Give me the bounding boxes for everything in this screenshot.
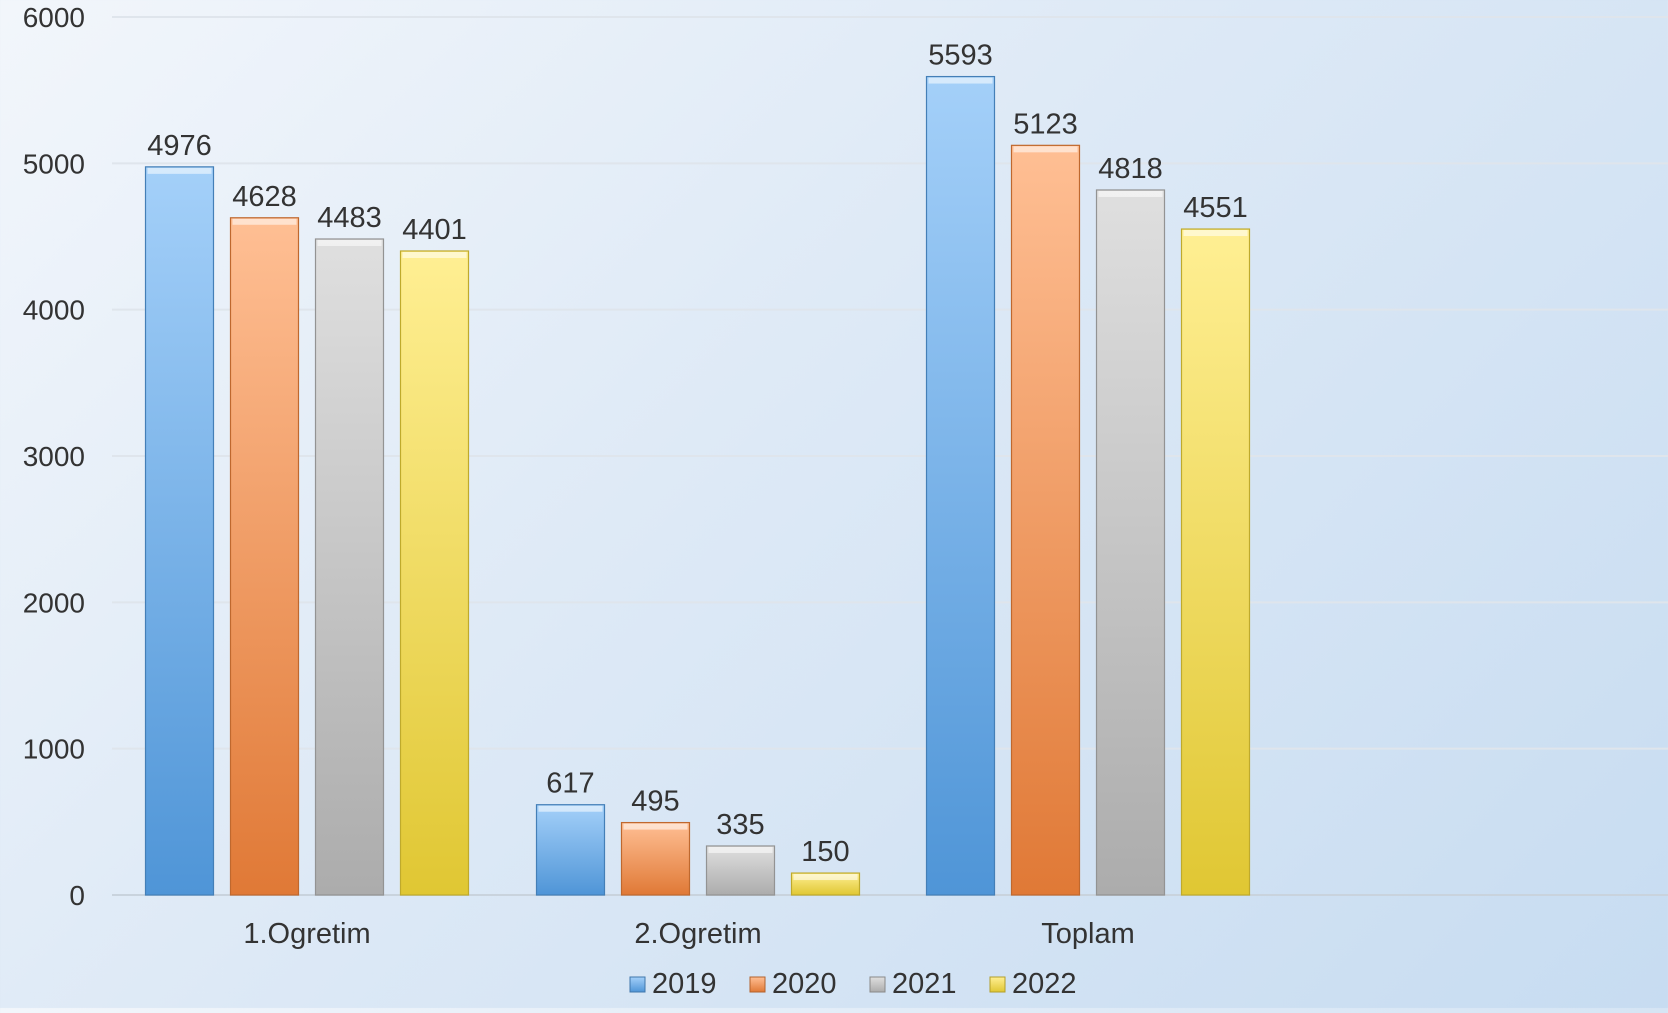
bar-highlight [232, 218, 297, 225]
bar-highlight [317, 239, 382, 246]
bar-highlight [147, 167, 212, 174]
bar-2020-2ogretim [620, 821, 691, 896]
data-label: 150 [801, 836, 849, 868]
bar-highlight [1183, 230, 1248, 237]
y-tick-label: 1000 [23, 734, 85, 765]
legend-swatch [629, 976, 646, 993]
category-label: 1.Ogretim [243, 918, 370, 950]
bar-highlight [1098, 190, 1163, 197]
y-tick-label: 5000 [23, 148, 85, 179]
data-labels: 4976 4628 4483 4401 617 495 335 150 5593 5123 4818… [147, 40, 1248, 868]
bar-2021-toplam [1095, 189, 1166, 896]
legend-swatch [989, 976, 1006, 993]
y-tick-label: 3000 [23, 441, 85, 472]
bar-highlight [538, 805, 603, 812]
y-axis: 0 1000 2000 3000 4000 5000 6000 [23, 2, 85, 911]
y-tick-label: 4000 [23, 295, 85, 326]
data-label: 4628 [232, 181, 297, 213]
y-tick-label: 6000 [23, 2, 85, 33]
data-label: 4551 [1183, 192, 1248, 224]
bar-2021-2ogretim [705, 845, 776, 896]
category-label: Toplam [1041, 918, 1135, 950]
bar-2022-1ogretim [399, 250, 470, 896]
legend-swatch [869, 976, 886, 993]
data-label: 4976 [147, 130, 212, 162]
legend: 2019 2020 2021 2022 [629, 968, 1077, 1000]
bar-highlight [623, 823, 688, 830]
bar-2021-1ogretim [314, 238, 385, 896]
category-label: 2.Ogretim [634, 918, 761, 950]
legend-label: 2019 [652, 968, 717, 1000]
data-label: 5123 [1013, 108, 1078, 140]
legend-label: 2020 [772, 968, 837, 1000]
bar-highlight [708, 846, 773, 853]
legend-swatch [749, 976, 766, 993]
data-label: 4483 [317, 202, 382, 234]
data-label: 335 [716, 809, 764, 841]
bar-highlight [928, 77, 993, 84]
bar-highlight [1013, 146, 1078, 153]
bars [144, 75, 1251, 896]
legend-label: 2021 [892, 968, 957, 1000]
x-axis: 1.Ogretim 2.Ogretim Toplam [243, 918, 1134, 950]
bar-highlight [402, 251, 467, 258]
y-tick-label: 2000 [23, 587, 85, 618]
bar-2022-toplam [1180, 228, 1251, 896]
legend-label: 2022 [1012, 968, 1077, 1000]
data-label: 495 [631, 786, 679, 818]
bar-2019-toplam [925, 75, 996, 896]
bar-highlight [793, 874, 858, 881]
data-label: 5593 [928, 40, 993, 72]
bar-2019-1ogretim [144, 166, 215, 896]
data-label: 617 [546, 768, 594, 800]
bar-2019-2ogretim [535, 804, 606, 896]
data-label: 4818 [1098, 153, 1163, 185]
bar-2020-toplam [1010, 144, 1081, 896]
data-label: 4401 [402, 214, 467, 246]
bar-2020-1ogretim [229, 217, 300, 896]
y-tick-label: 0 [69, 880, 85, 911]
